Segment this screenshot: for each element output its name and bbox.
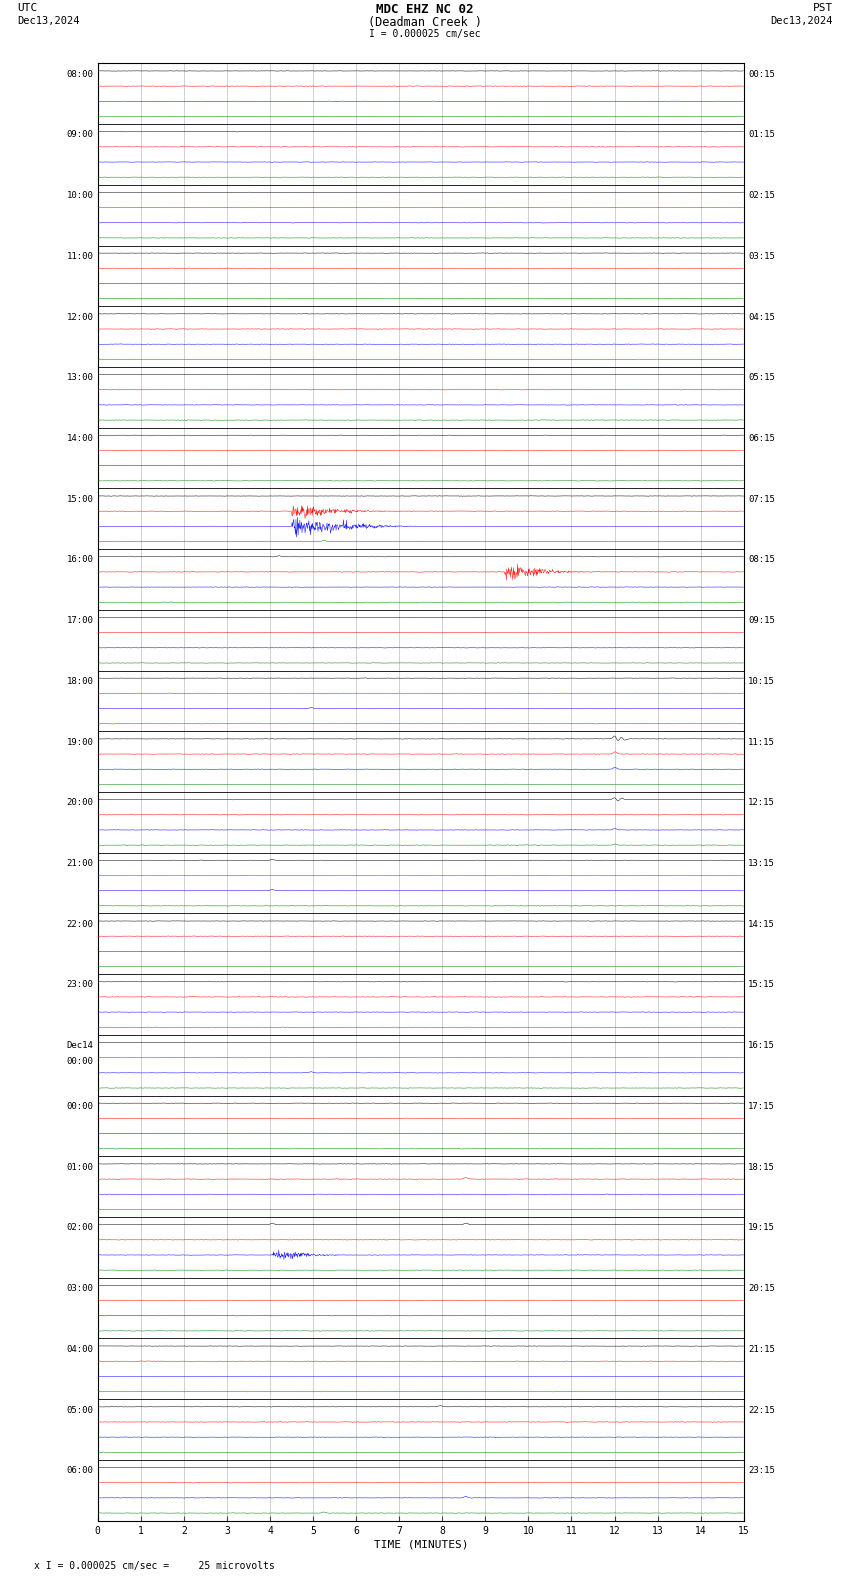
- Text: 23:00: 23:00: [66, 980, 94, 990]
- Text: 12:15: 12:15: [748, 798, 775, 808]
- Text: 17:00: 17:00: [66, 616, 94, 626]
- Text: x I = 0.000025 cm/sec =     25 microvolts: x I = 0.000025 cm/sec = 25 microvolts: [34, 1562, 275, 1571]
- Text: 18:00: 18:00: [66, 676, 94, 686]
- Text: 04:15: 04:15: [748, 312, 775, 322]
- Text: 02:15: 02:15: [748, 192, 775, 200]
- Text: 21:00: 21:00: [66, 859, 94, 868]
- Text: 06:00: 06:00: [66, 1467, 94, 1475]
- Text: 20:15: 20:15: [748, 1285, 775, 1293]
- Text: 09:15: 09:15: [748, 616, 775, 626]
- Text: 15:00: 15:00: [66, 494, 94, 504]
- Text: 00:00: 00:00: [66, 1102, 94, 1110]
- Text: PST: PST: [813, 3, 833, 13]
- Text: 10:00: 10:00: [66, 192, 94, 200]
- Text: 21:15: 21:15: [748, 1345, 775, 1354]
- Text: 02:00: 02:00: [66, 1223, 94, 1232]
- Text: 04:00: 04:00: [66, 1345, 94, 1354]
- Text: 16:00: 16:00: [66, 556, 94, 564]
- Text: Dec14: Dec14: [66, 1041, 94, 1050]
- Text: 14:15: 14:15: [748, 920, 775, 928]
- Text: 00:15: 00:15: [748, 70, 775, 79]
- Text: 22:15: 22:15: [748, 1405, 775, 1415]
- Text: 01:00: 01:00: [66, 1163, 94, 1172]
- Text: I = 0.000025 cm/sec: I = 0.000025 cm/sec: [369, 29, 481, 38]
- Text: 19:15: 19:15: [748, 1223, 775, 1232]
- Text: 03:15: 03:15: [748, 252, 775, 261]
- Text: 20:00: 20:00: [66, 798, 94, 808]
- Text: 05:00: 05:00: [66, 1405, 94, 1415]
- Text: 14:00: 14:00: [66, 434, 94, 444]
- Text: 22:00: 22:00: [66, 920, 94, 928]
- Text: 07:15: 07:15: [748, 494, 775, 504]
- Text: 12:00: 12:00: [66, 312, 94, 322]
- Text: 09:00: 09:00: [66, 130, 94, 139]
- Text: 08:00: 08:00: [66, 70, 94, 79]
- Text: 15:15: 15:15: [748, 980, 775, 990]
- Text: 06:15: 06:15: [748, 434, 775, 444]
- Text: (Deadman Creek ): (Deadman Creek ): [368, 16, 482, 29]
- Text: 10:15: 10:15: [748, 676, 775, 686]
- Text: 16:15: 16:15: [748, 1041, 775, 1050]
- Text: 17:15: 17:15: [748, 1102, 775, 1110]
- Text: UTC: UTC: [17, 3, 37, 13]
- Text: 18:15: 18:15: [748, 1163, 775, 1172]
- Text: Dec13,2024: Dec13,2024: [17, 16, 80, 25]
- Text: 13:00: 13:00: [66, 374, 94, 382]
- Text: Dec13,2024: Dec13,2024: [770, 16, 833, 25]
- Text: 19:00: 19:00: [66, 738, 94, 746]
- Text: MDC EHZ NC 02: MDC EHZ NC 02: [377, 3, 473, 16]
- Text: 05:15: 05:15: [748, 374, 775, 382]
- Text: 23:15: 23:15: [748, 1467, 775, 1475]
- Text: 11:15: 11:15: [748, 738, 775, 746]
- Text: 00:00: 00:00: [66, 1057, 94, 1066]
- Text: 13:15: 13:15: [748, 859, 775, 868]
- Text: 08:15: 08:15: [748, 556, 775, 564]
- Text: 01:15: 01:15: [748, 130, 775, 139]
- X-axis label: TIME (MINUTES): TIME (MINUTES): [373, 1540, 468, 1549]
- Text: 11:00: 11:00: [66, 252, 94, 261]
- Text: 03:00: 03:00: [66, 1285, 94, 1293]
